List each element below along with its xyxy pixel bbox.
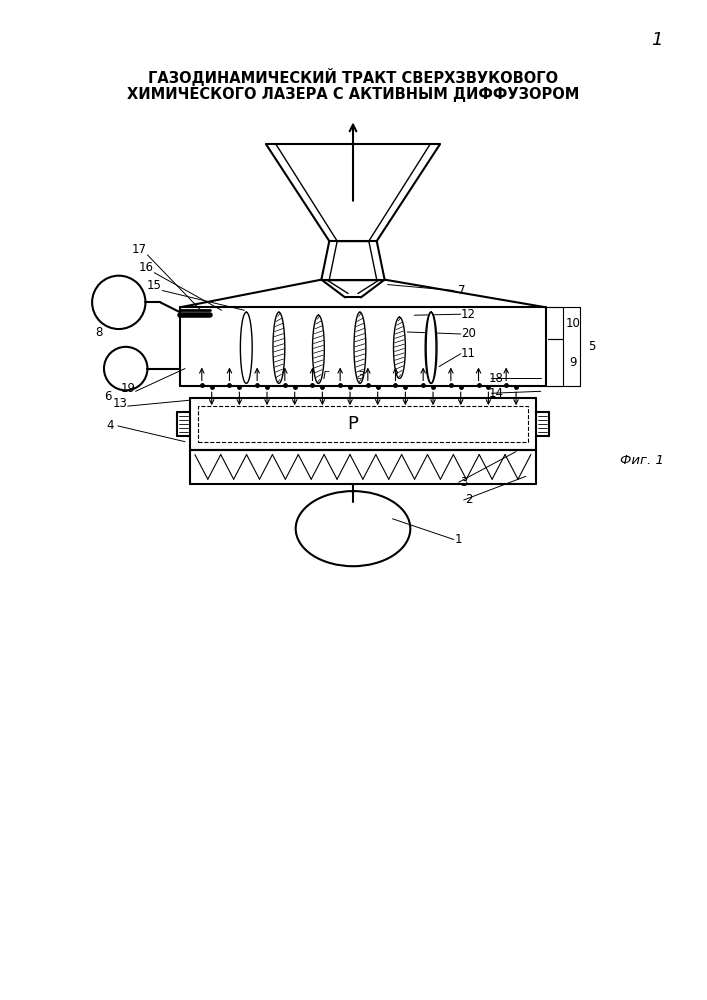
Polygon shape: [425, 312, 437, 383]
Text: 3: 3: [460, 476, 467, 489]
Text: 2: 2: [465, 493, 472, 506]
Text: 19: 19: [120, 382, 135, 395]
Polygon shape: [354, 312, 366, 383]
Text: З: З: [358, 371, 364, 381]
Text: ГАЗОДИНАМИЧЕСКИЙ ТРАКТ СВЕРХЗВУКОВОГО: ГАЗОДИНАМИЧЕСКИЙ ТРАКТ СВЕРХЗВУКОВОГО: [148, 68, 558, 86]
Text: 15: 15: [147, 279, 162, 292]
Text: 1: 1: [455, 533, 462, 546]
Text: 13: 13: [112, 397, 127, 410]
Text: 11: 11: [461, 347, 476, 360]
Text: 9: 9: [570, 356, 577, 369]
Text: ХИМИЧЕСКОГО ЛАЗЕРА С АКТИВНЫМ ДИФФУЗОРОМ: ХИМИЧЕСКОГО ЛАЗЕРА С АКТИВНЫМ ДИФФУЗОРОМ: [127, 87, 579, 102]
Text: 16: 16: [139, 261, 154, 274]
Polygon shape: [394, 317, 405, 378]
Text: 1: 1: [650, 31, 662, 49]
Text: 17: 17: [132, 243, 147, 256]
Text: Г: Г: [322, 371, 328, 381]
Text: 4: 4: [106, 419, 114, 432]
Polygon shape: [426, 312, 436, 383]
Text: 12: 12: [461, 308, 476, 321]
Polygon shape: [273, 312, 285, 383]
Polygon shape: [312, 315, 325, 383]
Text: 7: 7: [458, 284, 465, 297]
Text: 5: 5: [588, 340, 596, 353]
Text: 20: 20: [461, 327, 476, 340]
Polygon shape: [240, 312, 252, 383]
Text: 6: 6: [104, 390, 112, 403]
Text: Р: Р: [348, 415, 358, 433]
Bar: [198, 406, 528, 442]
Text: 18: 18: [489, 372, 503, 385]
Text: 8: 8: [95, 326, 103, 339]
Text: Фиг. 1: Фиг. 1: [619, 454, 663, 467]
Text: 10: 10: [566, 317, 581, 330]
Text: 14: 14: [489, 387, 504, 400]
